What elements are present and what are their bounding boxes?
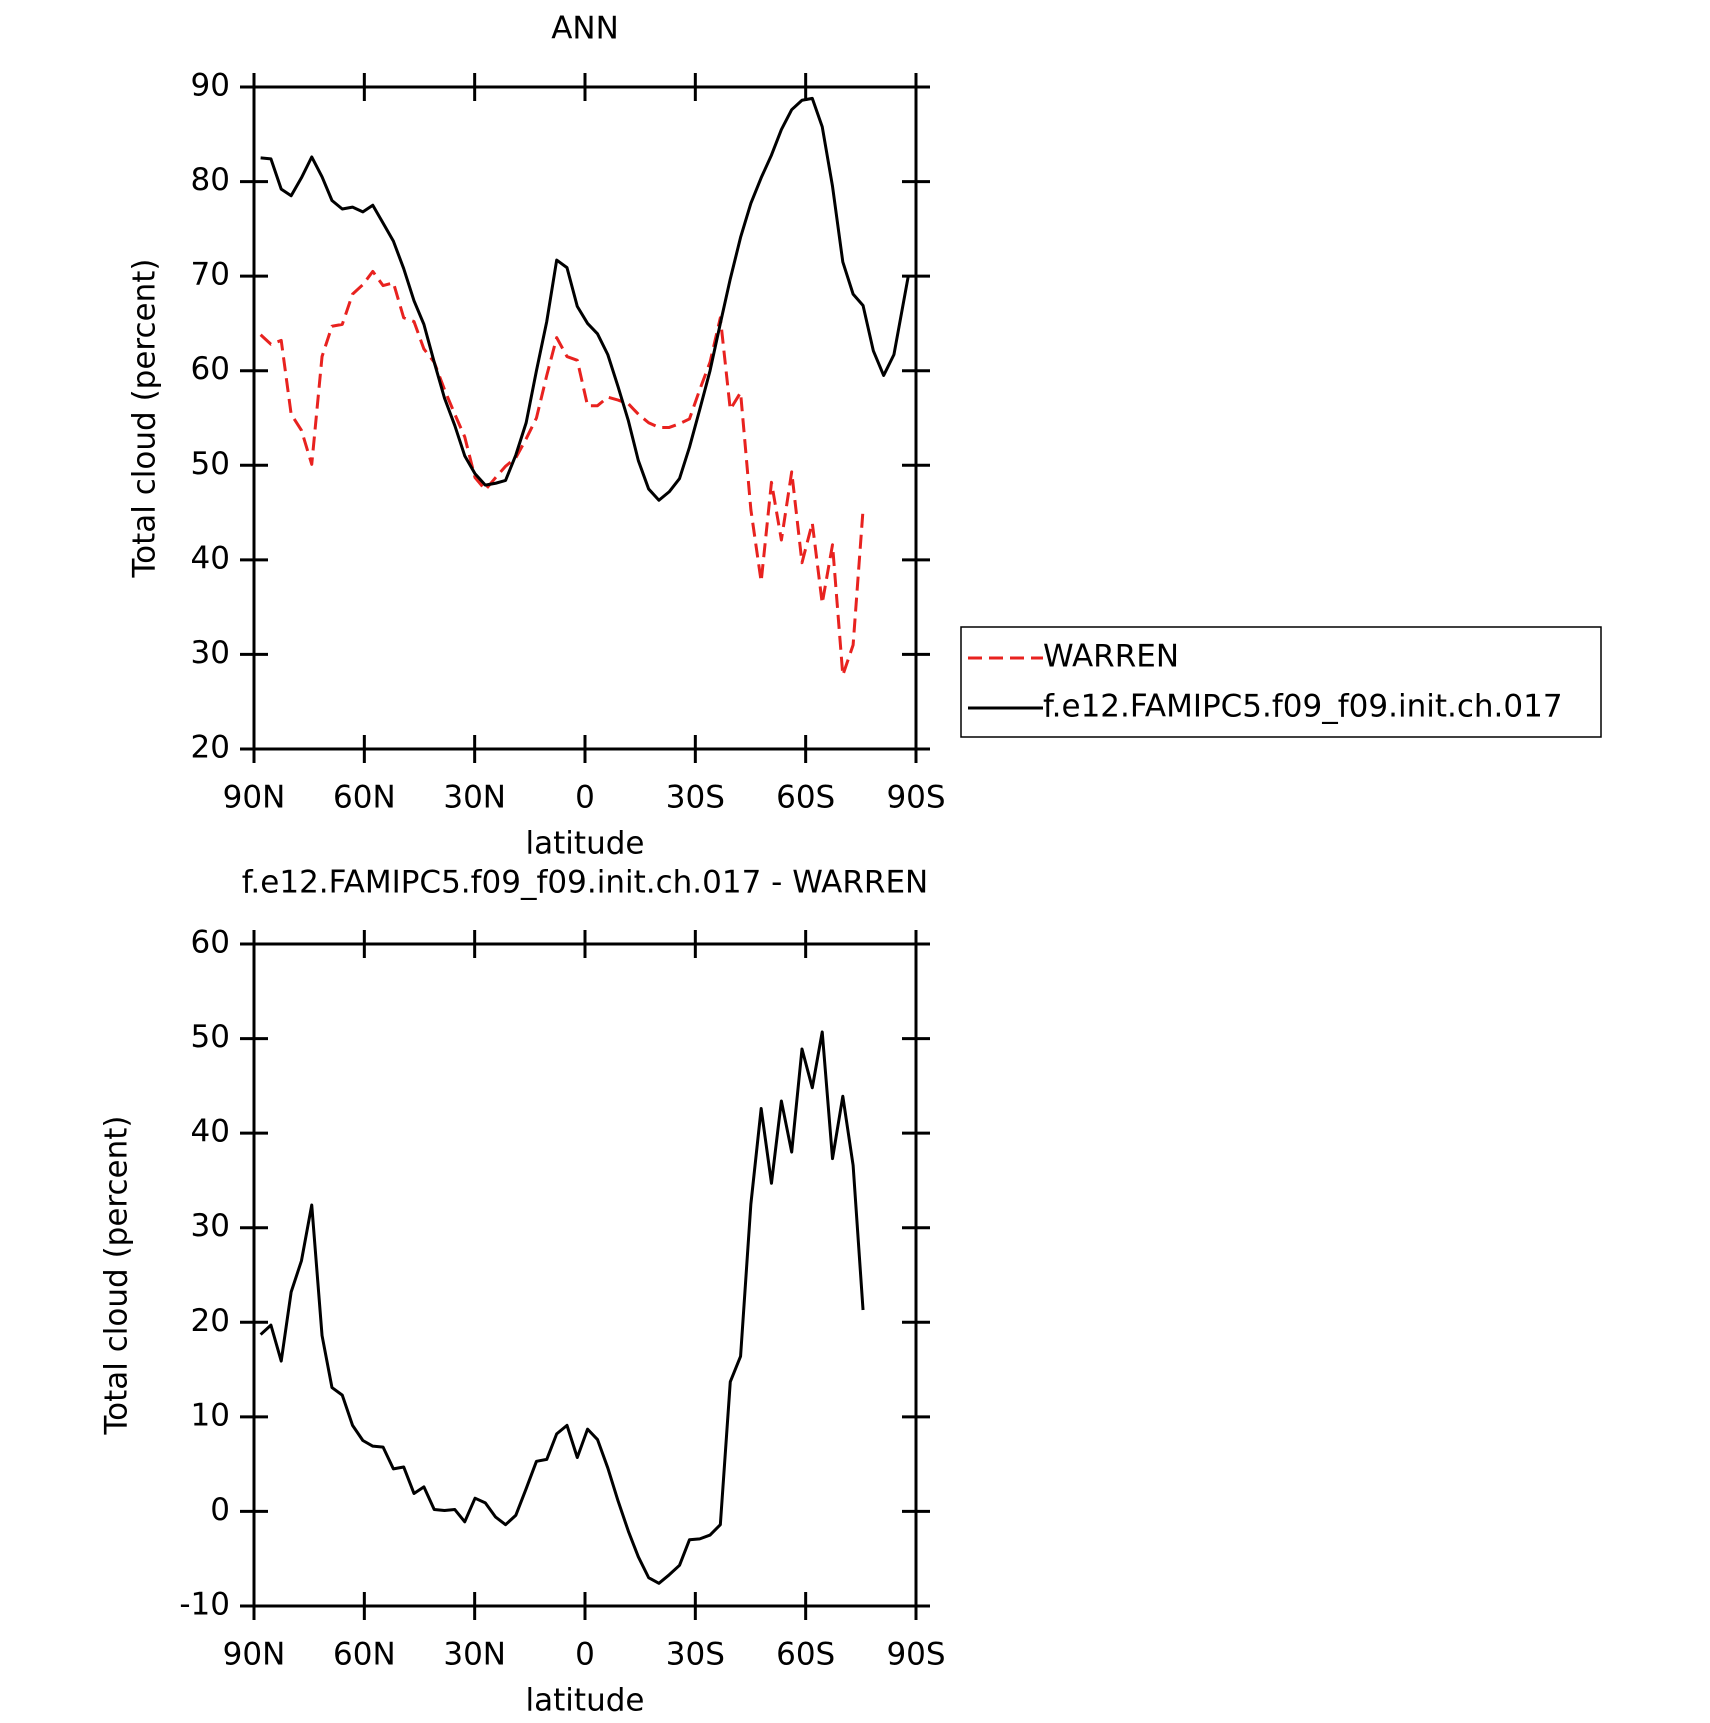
y-tick-label: 80 [191, 162, 230, 198]
plot-frame [252, 85, 918, 751]
chart-title: ANN [551, 11, 619, 47]
y-tick-label: 60 [191, 351, 230, 387]
y-axis-label: Total cloud (percent) [99, 1116, 135, 1436]
x-tick-label: 90N [223, 780, 286, 816]
y-tick-label: 60 [191, 925, 230, 961]
y-tick-label: 90 [191, 68, 230, 104]
x-tick-label: 30N [443, 780, 506, 816]
y-tick-label: 20 [191, 730, 230, 766]
x-axis-label: latitude [526, 826, 645, 862]
x-tick-label: 90N [223, 1637, 286, 1673]
y-tick-label: -10 [179, 1587, 230, 1623]
x-tick-label: 0 [575, 1637, 595, 1673]
x-axis-label: latitude [526, 1683, 645, 1719]
x-tick-label: 30S [666, 780, 725, 816]
data-line [260, 96, 910, 502]
y-tick-label: 30 [191, 1208, 230, 1244]
y-tick-label: 40 [191, 540, 230, 576]
y-tick-label: 50 [191, 446, 230, 482]
x-tick-label: 30N [443, 1637, 506, 1673]
y-tick-label: 0 [210, 1492, 230, 1528]
y-tick-label: 40 [191, 1114, 230, 1150]
y-tick-label: 20 [191, 1303, 230, 1339]
legend-label: WARREN [1043, 639, 1179, 675]
plot-frame [252, 942, 918, 1608]
x-tick-label: 30S [666, 1637, 725, 1673]
chart-title: f.e12.FAMIPC5.f09_f09.init.ch.017 - WARR… [242, 865, 928, 901]
y-tick-label: 30 [191, 635, 230, 671]
x-tick-label: 90S [886, 1637, 945, 1673]
x-tick-label: 60N [333, 780, 396, 816]
data-line [259, 269, 865, 677]
x-tick-label: 60S [776, 780, 835, 816]
legend-label: f.e12.FAMIPC5.f09_f09.init.ch.017 [1043, 689, 1563, 725]
x-tick-label: 0 [575, 780, 595, 816]
x-tick-label: 60S [776, 1637, 835, 1673]
data-line [259, 1030, 865, 1585]
y-tick-label: 50 [191, 1019, 230, 1055]
y-tick-label: 10 [191, 1397, 230, 1433]
legend-box [960, 626, 1602, 738]
x-tick-label: 60N [333, 1637, 396, 1673]
x-tick-label: 90S [886, 780, 945, 816]
y-tick-label: 70 [191, 257, 230, 293]
y-axis-label: Total cloud (percent) [127, 259, 163, 579]
